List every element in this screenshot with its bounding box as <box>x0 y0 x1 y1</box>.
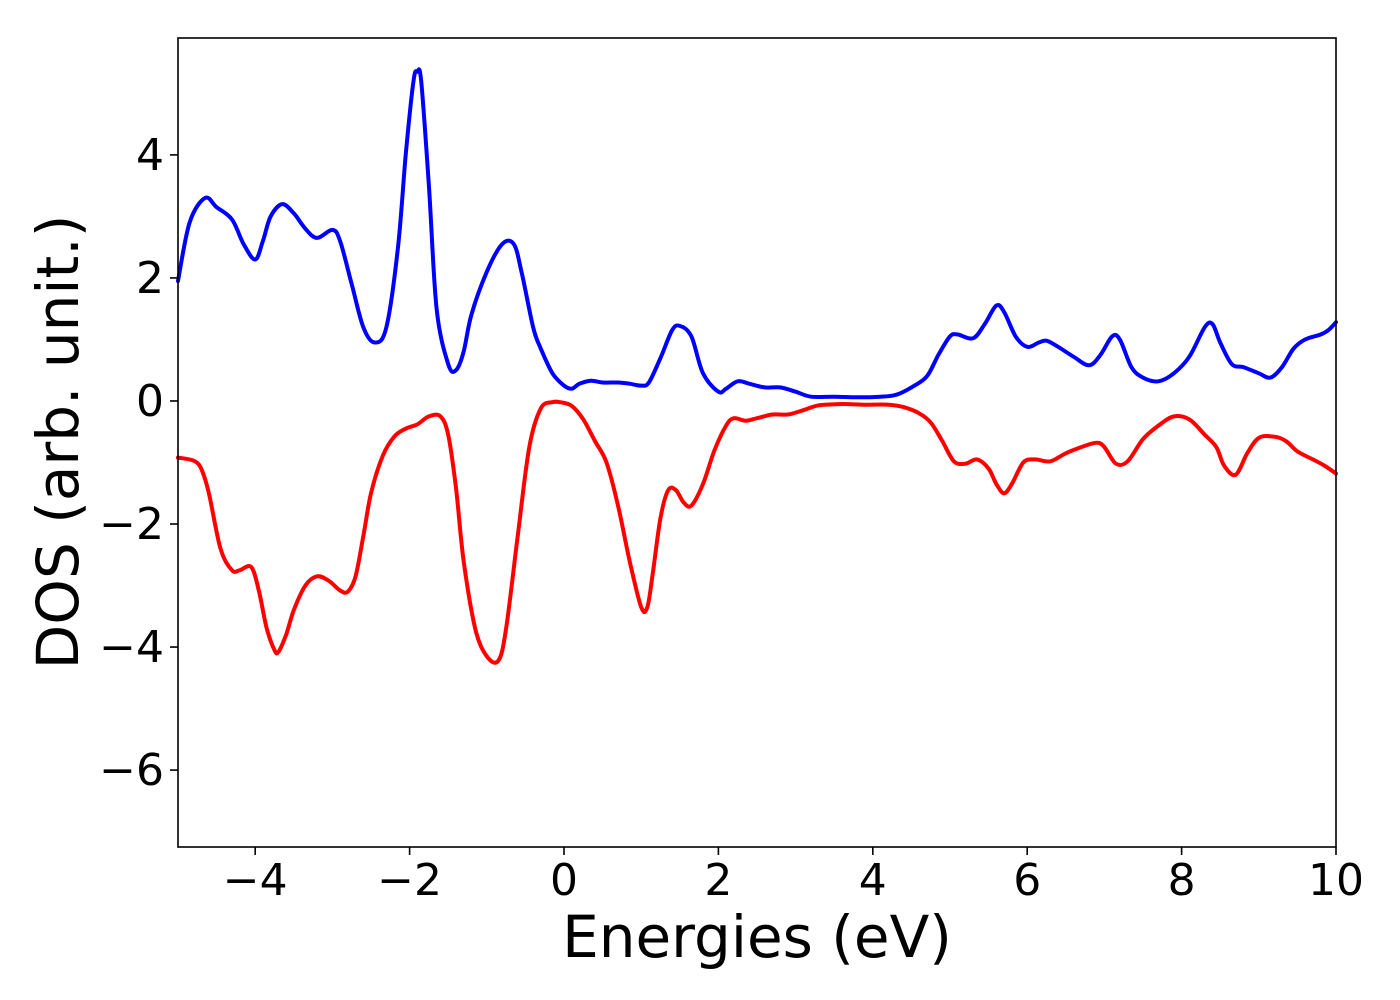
x-tick-label: 8 <box>1168 855 1196 906</box>
x-tick-label: 0 <box>550 855 578 906</box>
x-axis-title: Energies (eV) <box>562 903 952 971</box>
x-tick-label: −4 <box>223 855 288 906</box>
y-tick-label: −4 <box>99 622 164 673</box>
y-tick-label: −2 <box>99 499 164 550</box>
series-layer <box>176 67 1338 665</box>
x-tick-label: 6 <box>1013 855 1041 906</box>
x-tick-label: 10 <box>1308 855 1364 906</box>
x-tick-label: −2 <box>377 855 442 906</box>
y-tick-label: 0 <box>136 376 164 427</box>
plot-frame <box>177 37 1337 848</box>
tick-layer: −4 −2 0 2 4 6 8 10 −6 −4 −2 0 2 4 <box>99 130 1364 906</box>
y-tick-label: −6 <box>99 745 164 796</box>
y-tick-label: 2 <box>136 253 164 304</box>
y-tick-label: 4 <box>136 130 164 181</box>
spin-up-dos-line <box>176 67 1338 400</box>
x-tick-label: 4 <box>859 855 887 906</box>
y-axis-title: DOS (arb. unit.) <box>24 215 92 670</box>
x-tick-label: 2 <box>704 855 732 906</box>
spin-down-dos-line <box>176 399 1338 665</box>
